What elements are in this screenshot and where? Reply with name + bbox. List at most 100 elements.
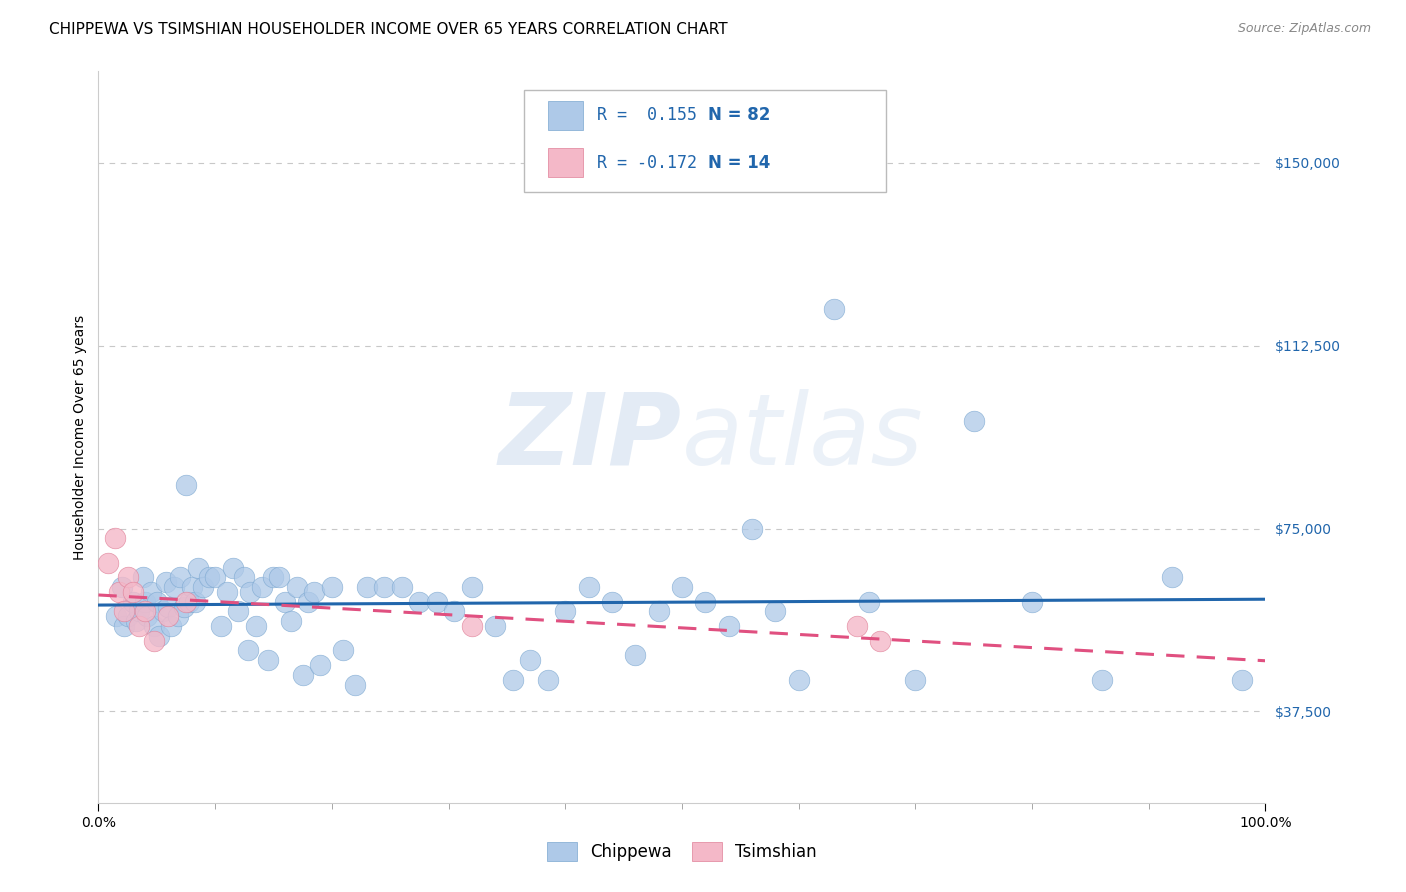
Point <box>1021 594 1043 608</box>
Point <box>373 580 395 594</box>
Legend: Chippewa, Tsimshian: Chippewa, Tsimshian <box>540 835 824 868</box>
Bar <box>548 148 582 178</box>
Point <box>179 594 201 608</box>
Point <box>122 594 145 608</box>
Text: ZIP: ZIP <box>499 389 682 485</box>
Point <box>204 570 226 584</box>
Point <box>304 585 326 599</box>
Point <box>647 604 669 618</box>
Point <box>198 570 221 584</box>
Point <box>285 580 308 594</box>
Point <box>846 619 869 633</box>
Text: N = 14: N = 14 <box>707 153 770 172</box>
Point <box>787 673 810 687</box>
Point <box>159 619 181 633</box>
Point <box>502 673 524 687</box>
Point <box>108 585 131 599</box>
Point <box>332 643 354 657</box>
Point <box>741 521 763 535</box>
Point <box>554 604 576 618</box>
Point <box>763 604 786 618</box>
Point <box>146 594 169 608</box>
Point <box>221 560 243 574</box>
Text: N = 82: N = 82 <box>707 106 770 124</box>
Point <box>233 570 256 584</box>
Point <box>174 594 197 608</box>
Point <box>236 643 259 657</box>
Point <box>1230 673 1253 687</box>
Point <box>823 301 845 317</box>
Point <box>163 580 186 594</box>
Point <box>426 594 449 608</box>
Point <box>695 594 717 608</box>
Point <box>1161 570 1184 584</box>
Text: R = -0.172: R = -0.172 <box>596 153 697 172</box>
FancyBboxPatch shape <box>524 90 886 192</box>
Point <box>122 585 145 599</box>
Point <box>112 619 135 633</box>
Point <box>250 580 273 594</box>
Point <box>215 585 238 599</box>
Point <box>461 619 484 633</box>
Point <box>193 580 215 594</box>
Point <box>962 414 984 428</box>
Point <box>321 580 343 594</box>
Point <box>443 604 465 618</box>
Point <box>136 609 159 624</box>
Y-axis label: Householder Income Over 65 years: Householder Income Over 65 years <box>73 315 87 559</box>
Point <box>128 619 150 633</box>
Point <box>125 614 148 628</box>
Point <box>291 667 314 681</box>
Point <box>134 604 156 618</box>
Point <box>624 648 647 663</box>
Point <box>111 580 134 594</box>
Point <box>187 560 209 574</box>
Point <box>173 599 195 614</box>
Point <box>128 604 150 618</box>
Point <box>117 570 139 584</box>
Point <box>143 619 166 633</box>
Point <box>134 594 156 608</box>
Point <box>537 673 560 687</box>
Point <box>155 575 177 590</box>
Point <box>112 604 135 618</box>
Point <box>274 594 297 608</box>
Point <box>148 629 170 643</box>
Point <box>519 653 541 667</box>
Point <box>104 531 127 545</box>
Point <box>869 633 891 648</box>
Point <box>239 585 262 599</box>
Point <box>139 585 162 599</box>
Point <box>132 570 155 584</box>
Text: R =  0.155: R = 0.155 <box>596 106 697 124</box>
Point <box>174 477 197 491</box>
Point <box>104 609 127 624</box>
Point <box>408 594 430 608</box>
Point <box>269 570 291 584</box>
Point <box>578 580 600 594</box>
Text: CHIPPEWA VS TSIMSHIAN HOUSEHOLDER INCOME OVER 65 YEARS CORRELATION CHART: CHIPPEWA VS TSIMSHIAN HOUSEHOLDER INCOME… <box>49 22 728 37</box>
Point <box>228 604 250 618</box>
Point <box>152 604 174 618</box>
Text: atlas: atlas <box>682 389 924 485</box>
Bar <box>548 101 582 130</box>
Point <box>166 609 188 624</box>
Point <box>461 580 484 594</box>
Point <box>143 633 166 648</box>
Point <box>209 619 232 633</box>
Point <box>280 614 302 628</box>
Point <box>600 594 623 608</box>
Point <box>356 580 378 594</box>
Point <box>184 594 207 608</box>
Point <box>671 580 693 594</box>
Point <box>484 619 506 633</box>
Point <box>858 594 880 608</box>
Point <box>157 609 180 624</box>
Point <box>262 570 284 584</box>
Point <box>904 673 927 687</box>
Point <box>180 580 202 594</box>
Point <box>245 619 267 633</box>
Point <box>297 594 319 608</box>
Point <box>256 653 278 667</box>
Text: Source: ZipAtlas.com: Source: ZipAtlas.com <box>1237 22 1371 36</box>
